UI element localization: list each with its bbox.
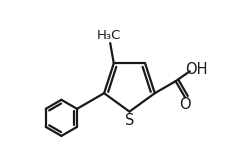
Text: H₃C: H₃C — [96, 29, 121, 42]
Text: O: O — [179, 97, 191, 112]
Text: S: S — [125, 113, 135, 128]
Text: OH: OH — [185, 62, 208, 77]
